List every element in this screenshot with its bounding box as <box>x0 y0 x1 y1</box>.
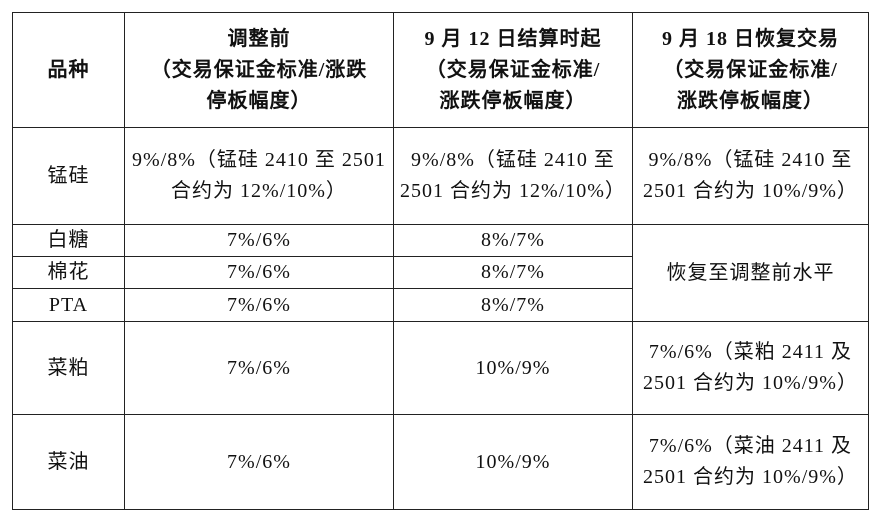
cell: 8%/7% <box>393 256 633 289</box>
cell: 7%/6% <box>124 321 394 415</box>
header-row: 品种 调整前 （交易保证金标准/涨跌 停板幅度） 9 月 12 日结算时起 （交易保证… <box>12 12 869 128</box>
cell: 8%/7% <box>393 224 633 257</box>
cell: 7%/6% <box>124 224 394 257</box>
cell: 白糖 <box>12 224 125 257</box>
cell: 8%/7% <box>393 288 633 322</box>
row: 锰硅 9%/8%（锰硅 2410 至 2501 合约为 12%/10%） 9%/… <box>12 127 869 225</box>
cell: 7%/6%（菜油 2411 及 2501 合约为 10%/9%） <box>632 414 869 510</box>
header-line: 停板幅度） <box>206 89 312 112</box>
cell: 菜粕 <box>12 321 125 415</box>
cell: 棉花 <box>12 256 125 289</box>
header-line: 调整前 <box>227 27 291 50</box>
header-line: 9 月 18 日恢复交易 <box>662 27 839 50</box>
row: 菜油 7%/6% 10%/9% 7%/6%（菜油 2411 及 2501 合约为… <box>12 414 869 510</box>
margin-table: 品种 调整前 （交易保证金标准/涨跌 停板幅度） 9 月 12 日结算时起 （交易保证… <box>12 12 869 510</box>
header-cell: 品种 <box>12 12 125 128</box>
row: PTA 7%/6% 8%/7% <box>12 288 869 322</box>
cell: 菜油 <box>12 414 125 510</box>
cell: 7%/6% <box>124 414 394 510</box>
row: 白糖 7%/6% 8%/7% 恢复至调整前水平 <box>12 224 869 322</box>
header-line: 9 月 12 日结算时起 <box>424 27 602 50</box>
cell: 9%/8%（锰硅 2410 至 2501 合约为 12%/10%） <box>393 127 633 225</box>
cell: 9%/8%（锰硅 2410 至 2501 合约为 12%/10%） <box>124 127 394 225</box>
cell: 7%/6% <box>124 256 394 289</box>
header-line: （交易保证金标准/ <box>663 58 838 81</box>
cell: 7%/6% <box>124 288 394 322</box>
header-line: （交易保证金标准/ <box>425 58 601 81</box>
merged-cell: 恢复至调整前水平 <box>632 224 869 322</box>
header-cell: 调整前 （交易保证金标准/涨跌 停板幅度） <box>124 12 394 128</box>
header-cell: 9 月 12 日结算时起 （交易保证金标准/涨跌停板幅度） <box>393 12 633 128</box>
cell: 7%/6%（菜粕 2411 及 2501 合约为 10%/9%） <box>632 321 869 415</box>
header-line: 涨跌停板幅度） <box>439 89 587 112</box>
cell: 10%/9% <box>393 414 633 510</box>
cell: PTA <box>12 288 125 322</box>
header-cell: 9 月 18 日恢复交易 （交易保证金标准/涨跌停板幅度） <box>632 12 869 128</box>
row: 菜粕 7%/6% 10%/9% 7%/6%（菜粕 2411 及 2501 合约为… <box>12 321 869 415</box>
cell: 9%/8%（锰硅 2410 至 2501 合约为 10%/9%） <box>632 127 869 225</box>
header-line: 涨跌停板幅度） <box>677 89 824 112</box>
header-line: 品种 <box>47 58 90 81</box>
row: 棉花 7%/6% 8%/7% <box>12 256 869 289</box>
cell: 10%/9% <box>393 321 633 415</box>
header-line: （交易保证金标准/涨跌 <box>150 58 368 81</box>
cell: 锰硅 <box>12 127 125 225</box>
